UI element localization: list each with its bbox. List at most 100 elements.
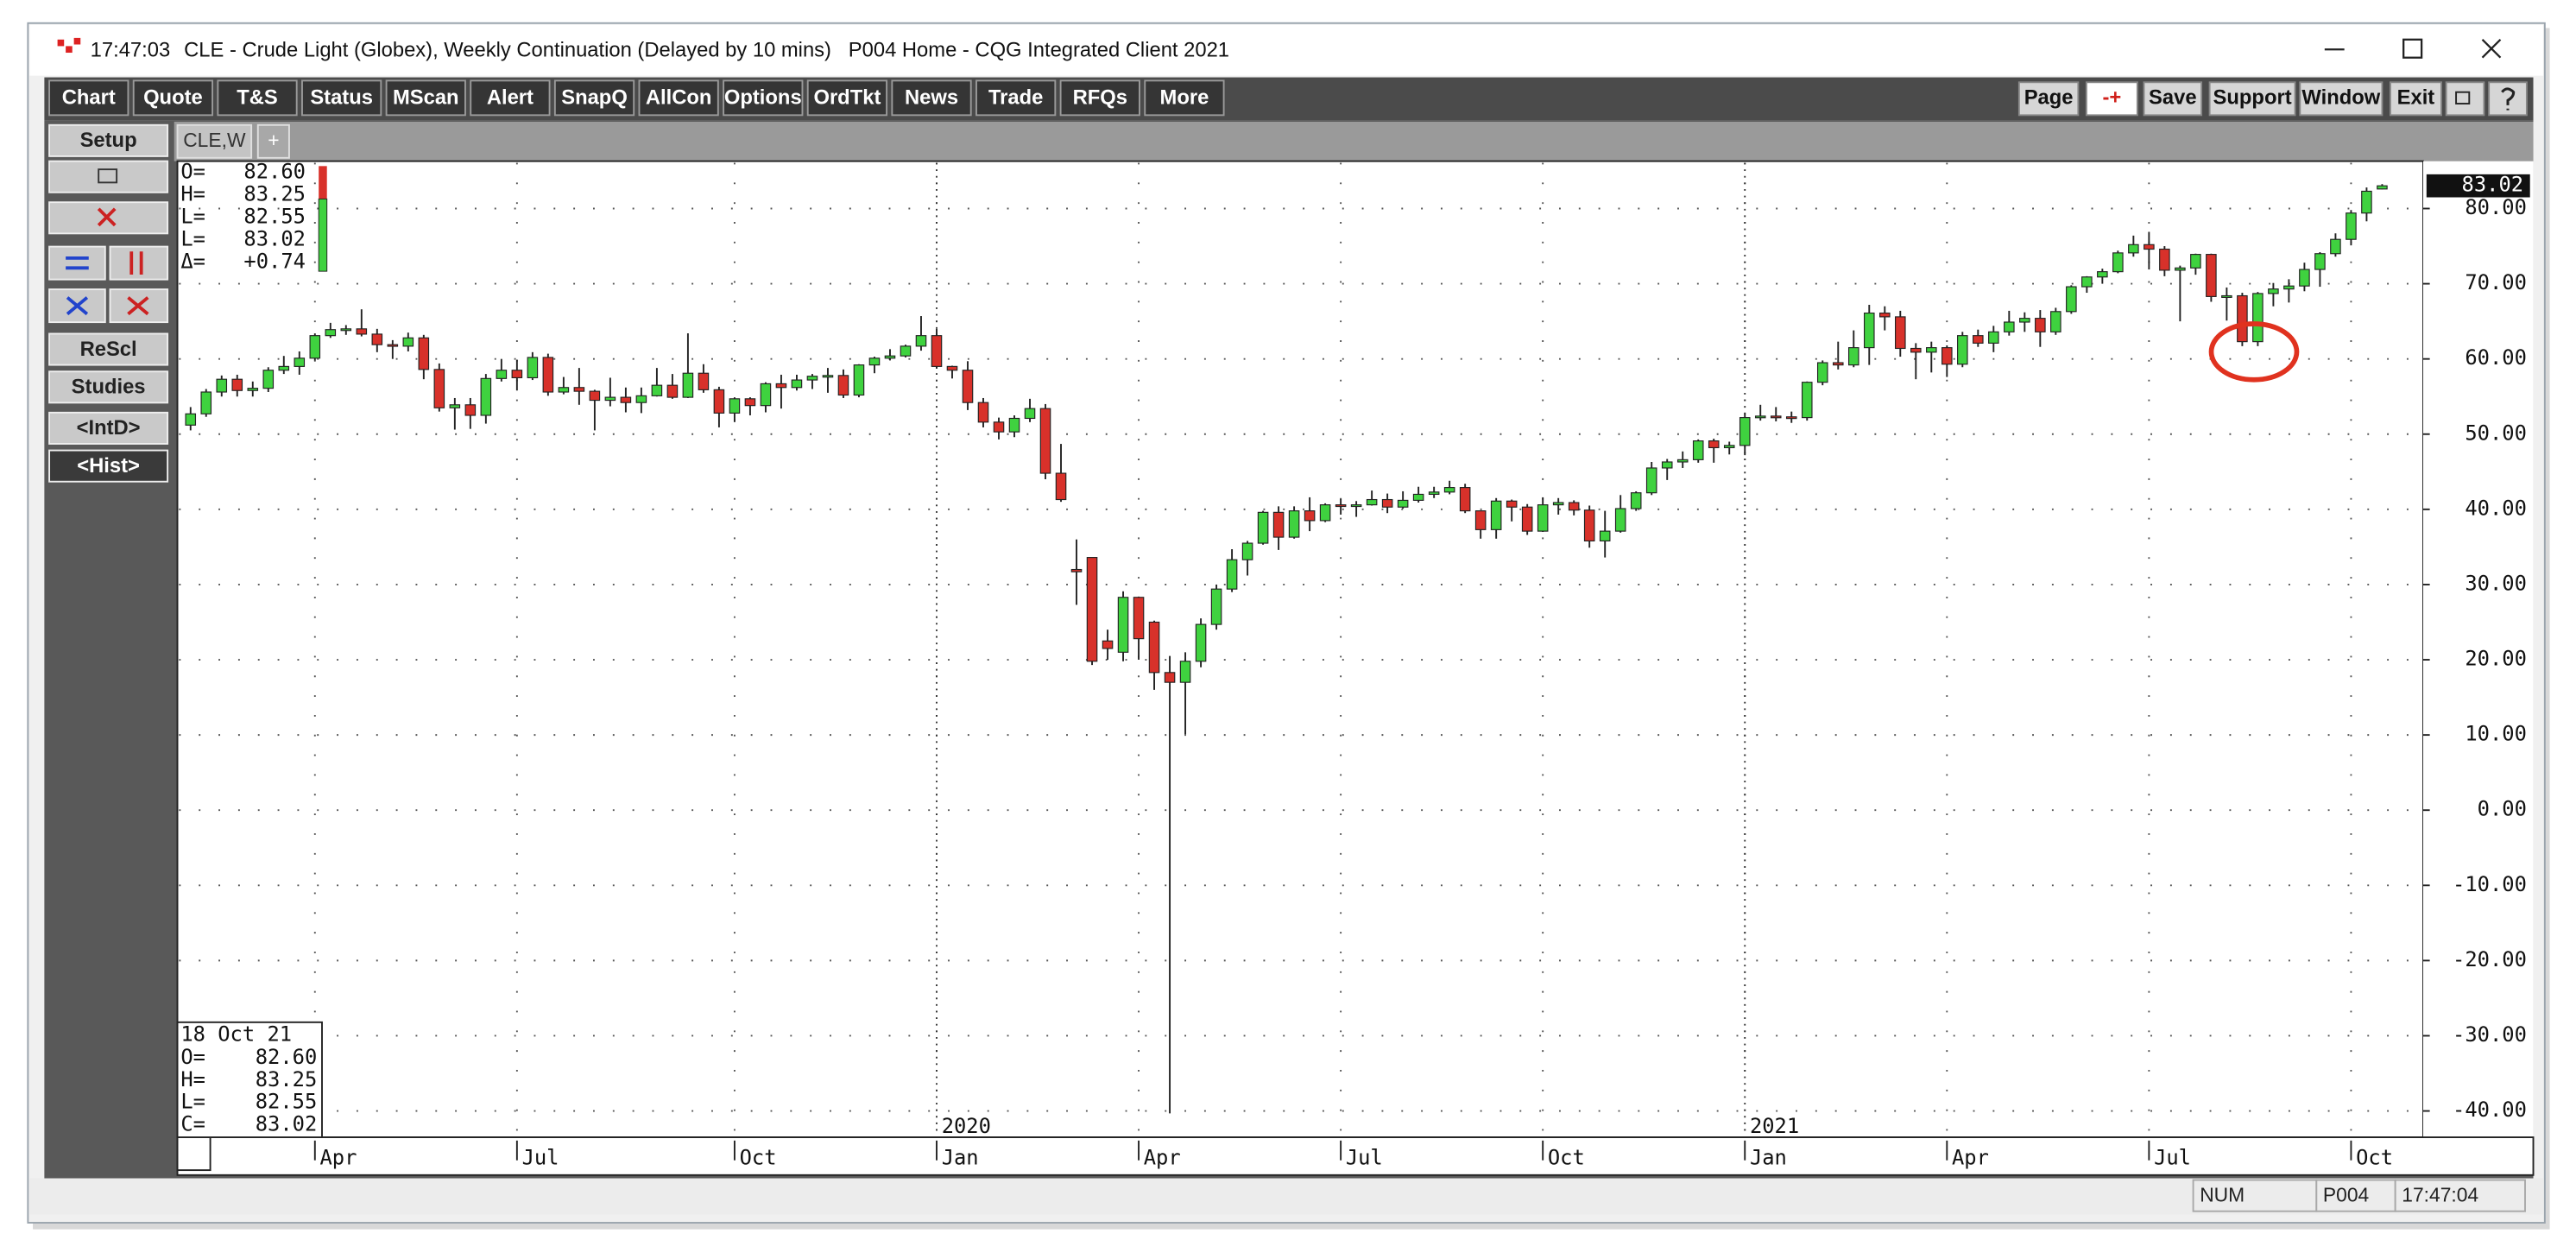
quote-value: 82.60 <box>243 159 306 183</box>
candle-body <box>2314 253 2326 270</box>
candle-body <box>760 383 772 407</box>
bar-panel: 18 Oct 21O= 82.60 H= 83.25 L= 82.55 C= 83.02 <box>180 1022 317 1136</box>
candle-body <box>775 383 787 389</box>
candle-body <box>371 333 383 345</box>
candle-body <box>1350 504 1362 508</box>
restore-icon[interactable] <box>2445 81 2485 117</box>
candle-body <box>977 402 989 423</box>
candle-body <box>2175 267 2186 271</box>
status-text: NUM <box>2200 1184 2245 1206</box>
tabs: CLE,W + <box>176 123 290 159</box>
toolbar-button[interactable] <box>2143 81 2203 117</box>
candle-body <box>262 370 275 389</box>
candle-body <box>402 337 414 347</box>
toolbar-button[interactable] <box>2299 81 2383 117</box>
y-tick-label: -40.00 <box>2453 1098 2527 1122</box>
candle-body <box>1304 510 1316 522</box>
candle-body <box>1474 510 1487 530</box>
candle-body <box>946 365 958 371</box>
candle-body <box>1754 415 1766 419</box>
candle-body <box>1102 640 1114 649</box>
tab[interactable] <box>256 123 290 159</box>
toolbar-button[interactable] <box>48 79 129 117</box>
maximize-button[interactable] <box>2402 38 2423 59</box>
toolbar-button-label: Alert <box>487 86 534 110</box>
candle-body <box>2346 212 2357 240</box>
toolbar-button-label: OrdTkt <box>813 86 881 110</box>
toolbar-button[interactable] <box>975 79 1057 117</box>
side-button-label: Studies <box>72 376 146 399</box>
candle-body <box>853 364 865 396</box>
candle-body <box>2004 321 2015 332</box>
toolbar-button[interactable] <box>2208 81 2296 117</box>
toolbar-button-label: Support <box>2213 86 2292 110</box>
x-tick-label: Jan <box>1750 1145 1787 1169</box>
toolbar-button[interactable] <box>2017 81 2080 117</box>
candle-body <box>635 395 647 403</box>
toolbar-button[interactable] <box>217 79 298 117</box>
side-button[interactable] <box>48 332 169 366</box>
bar-label: C= <box>180 1111 205 1136</box>
candle-body <box>309 335 321 359</box>
y-tick-label: 50.00 <box>2465 421 2527 445</box>
scroll-right-button[interactable] <box>109 245 169 281</box>
candle-body <box>1723 445 1735 449</box>
candle-body <box>294 357 306 367</box>
tab[interactable] <box>176 123 253 159</box>
quote-panel: O= 82.60 H= 83.25 L= 82.55 L= 83.02 Δ= +0.74 <box>180 159 306 273</box>
side-button[interactable] <box>48 370 169 404</box>
quote-label: Δ= <box>180 250 205 274</box>
toolbar-button[interactable] <box>2390 81 2442 117</box>
toolbar-button[interactable] <box>806 79 888 117</box>
bar-value: 83.02 <box>256 1111 318 1136</box>
toolbar-button[interactable] <box>301 79 382 117</box>
y-tick-label: 80.00 <box>2465 195 2527 219</box>
help-glyph <box>2501 87 2516 111</box>
toolbar-button[interactable] <box>638 79 719 117</box>
toolbar-button[interactable] <box>2085 81 2138 117</box>
x-tick-label: Oct <box>1548 1145 1585 1169</box>
toolbar-button[interactable] <box>132 79 214 117</box>
toolbar-button[interactable] <box>1144 79 1225 117</box>
candle-body <box>884 355 896 359</box>
candle-body <box>1257 511 1269 544</box>
candle-body <box>1335 504 1347 508</box>
candle-body <box>1226 559 1238 590</box>
toolbar-button-label: RFQs <box>1073 86 1127 110</box>
candle-body <box>1024 408 1036 420</box>
candle-body <box>1008 417 1020 433</box>
candle-body <box>1847 347 1859 366</box>
toolbar-button[interactable] <box>723 79 804 117</box>
bar-label: L= <box>180 1090 205 1114</box>
scroll-left-button[interactable] <box>48 245 106 281</box>
candle-body <box>1552 502 1564 506</box>
toolbar-button[interactable] <box>1059 79 1140 117</box>
toolbar-button[interactable] <box>553 79 635 117</box>
candle-body <box>1661 461 1673 469</box>
candle-body <box>2128 244 2139 254</box>
side-button[interactable] <box>48 449 169 483</box>
x-tick-label: Apr <box>1952 1145 1989 1169</box>
toolbar-button[interactable] <box>470 79 551 117</box>
candle-body <box>1910 347 1922 353</box>
candle-body <box>1039 408 1051 474</box>
candle-body <box>1941 347 1953 365</box>
toolbar-button[interactable] <box>385 79 466 117</box>
candle-body <box>325 329 337 337</box>
side-button[interactable] <box>48 411 169 445</box>
close-button[interactable] <box>2481 38 2502 59</box>
quote-value: 83.02 <box>243 227 306 251</box>
side-button[interactable] <box>48 123 169 157</box>
candle-body <box>1428 491 1440 496</box>
toolbar-button[interactable] <box>891 79 972 117</box>
print-button[interactable] <box>48 160 169 193</box>
plot-area <box>176 160 2424 1138</box>
axis-corner <box>176 1136 212 1172</box>
candle-body <box>2066 286 2077 313</box>
candle-body <box>744 398 756 407</box>
candle-body <box>2081 276 2093 288</box>
side-button-label: <IntD> <box>77 416 141 440</box>
expand-glyph <box>127 296 149 316</box>
candle-body <box>1770 415 1782 419</box>
candle-body <box>2283 285 2295 290</box>
